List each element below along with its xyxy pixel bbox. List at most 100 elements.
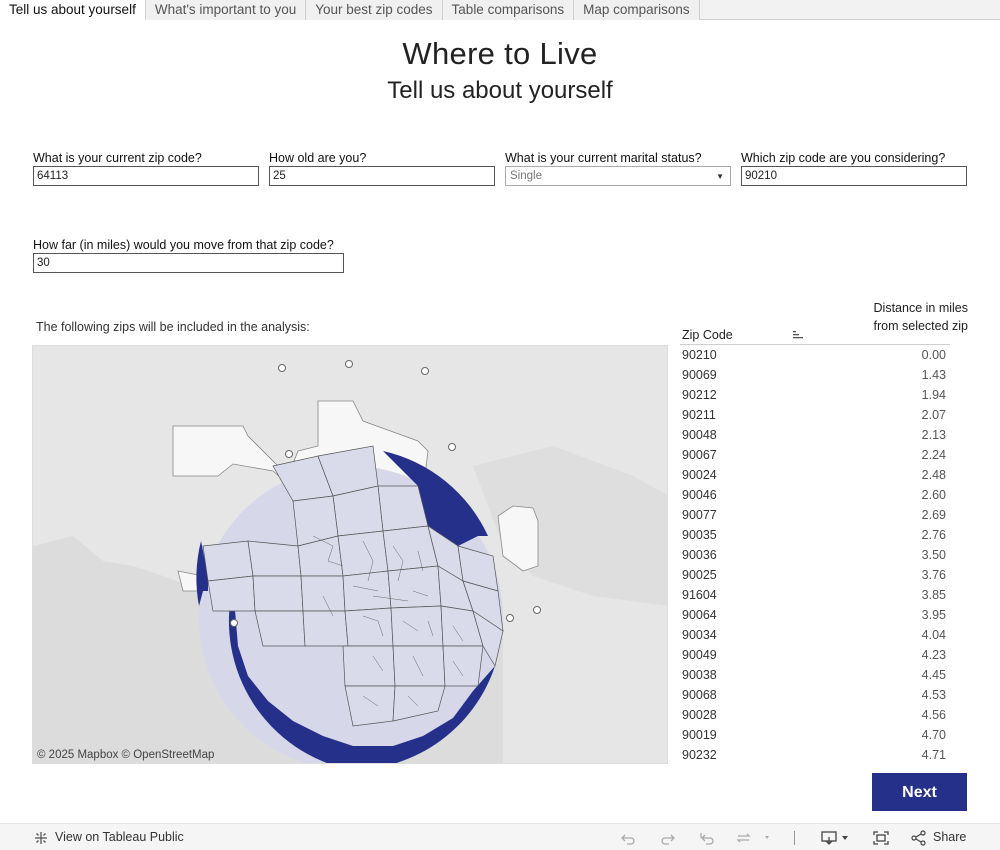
zip-cell: 90034 <box>682 628 717 642</box>
table-row[interactable]: 90069 1.43 <box>682 365 946 385</box>
undo-icon <box>621 834 635 845</box>
distance-header-line2: from selected zip <box>873 319 968 333</box>
considering-zip-input[interactable] <box>741 166 967 186</box>
marital-status-value: Single <box>510 170 542 182</box>
map-attribution: © 2025 Mapbox © OpenStreetMap <box>37 749 215 761</box>
table-row[interactable]: 90025 3.76 <box>682 565 946 585</box>
caret-down-icon: ▼ <box>716 172 724 181</box>
table-row[interactable]: 90049 4.23 <box>682 645 946 665</box>
distance-cell: 2.13 <box>921 428 946 442</box>
table-row[interactable]: 90211 2.07 <box>682 405 946 425</box>
view-on-tableau-label: View on Tableau Public <box>55 830 184 844</box>
zip-cell: 90028 <box>682 708 717 722</box>
table-row[interactable]: 90067 2.24 <box>682 445 946 465</box>
redo-button[interactable] <box>660 824 676 850</box>
distance-cell: 4.71 <box>921 748 946 762</box>
current-zip-label: What is your current zip code? <box>33 151 202 165</box>
zip-cell: 90038 <box>682 668 717 682</box>
tableau-logo-icon <box>35 831 47 844</box>
zip-cell: 90049 <box>682 648 717 662</box>
zip-cell: 90036 <box>682 548 717 562</box>
table-row[interactable]: 90068 4.53 <box>682 685 946 705</box>
zip-cell: 90064 <box>682 608 717 622</box>
download-button[interactable] <box>820 824 852 850</box>
fullscreen-button[interactable] <box>872 824 890 850</box>
zip-map[interactable]: © 2025 Mapbox © OpenStreetMap <box>32 345 668 764</box>
terrain-shade <box>473 446 667 606</box>
sort-icon[interactable] <box>792 329 804 341</box>
revert-button[interactable] <box>699 824 715 850</box>
analysis-note: The following zips will be included in t… <box>36 320 310 334</box>
table-row[interactable]: 90232 4.71 <box>682 745 946 765</box>
distance-input[interactable] <box>33 253 344 273</box>
table-row[interactable]: 90038 4.45 <box>682 665 946 685</box>
distance-cell: 4.56 <box>921 708 946 722</box>
fullscreen-icon <box>873 830 889 845</box>
zip-cell: 90212 <box>682 388 717 402</box>
next-button[interactable]: Next <box>872 773 967 811</box>
distance-param: How far (in miles) would you move from t… <box>33 238 344 273</box>
zip-cell: 90069 <box>682 368 717 382</box>
distance-cell: 3.95 <box>921 608 946 622</box>
map-points <box>230 360 541 627</box>
undo-button[interactable] <box>620 824 636 850</box>
zip-polygons <box>202 445 504 727</box>
page-subtitle: Tell us about yourself <box>387 77 613 104</box>
zip-grid-detail <box>312 535 464 707</box>
distance-cell: 2.07 <box>921 408 946 422</box>
table-row[interactable]: 90077 2.69 <box>682 505 946 525</box>
distance-cell: 2.24 <box>921 448 946 462</box>
view-on-tableau-link[interactable]: View on Tableau Public <box>33 824 184 850</box>
zip-cell: 91604 <box>682 588 717 602</box>
table-row[interactable]: 90046 2.60 <box>682 485 946 505</box>
table-row[interactable]: 90048 2.13 <box>682 425 946 445</box>
distance-cell: 1.94 <box>921 388 946 402</box>
considering-zip-param: Which zip code are you considering? <box>741 151 967 186</box>
table-row[interactable]: 90064 3.95 <box>682 605 946 625</box>
tab-tell-us-about-yourself[interactable]: Tell us about yourself <box>0 0 146 20</box>
share-button[interactable]: Share <box>910 824 966 850</box>
table-row[interactable]: 90034 4.04 <box>682 625 946 645</box>
age-input[interactable] <box>269 166 495 186</box>
distance-cell: 4.23 <box>921 648 946 662</box>
zip-cell: 90067 <box>682 448 717 462</box>
current-zip-input[interactable] <box>33 166 259 186</box>
table-row[interactable]: 91604 3.85 <box>682 585 946 605</box>
dashboard-tab-bar: Tell us about yourself What's important … <box>0 0 1000 20</box>
table-row[interactable]: 90028 4.56 <box>682 705 946 725</box>
radius-circle-north <box>383 451 488 546</box>
considering-zip-label: Which zip code are you considering? <box>741 151 946 165</box>
distance-cell: 4.45 <box>921 668 946 682</box>
redo-icon <box>661 834 675 845</box>
zip-cell: 90068 <box>682 688 717 702</box>
tab-whats-important[interactable]: What's important to you <box>145 0 307 20</box>
ocean-area <box>33 536 503 763</box>
distance-cell: 2.60 <box>921 488 946 502</box>
zip-cell: 90046 <box>682 488 717 502</box>
table-row[interactable]: 90035 2.76 <box>682 525 946 545</box>
distance-label: How far (in miles) would you move from t… <box>33 238 334 252</box>
zip-cell: 90025 <box>682 568 717 582</box>
table-row[interactable]: 90212 1.94 <box>682 385 946 405</box>
zip-cell: 90211 <box>682 408 716 422</box>
refresh-icon <box>736 833 769 842</box>
distance-cell: 4.70 <box>921 728 946 742</box>
table-divider <box>680 344 950 345</box>
zip-cell: 90232 <box>682 748 717 762</box>
marital-status-param: What is your current marital status? Sin… <box>505 151 731 186</box>
share-icon <box>911 829 926 846</box>
table-row[interactable]: 90024 2.48 <box>682 465 946 485</box>
table-row[interactable]: 90019 4.70 <box>682 725 946 745</box>
page-title: Where to Live <box>402 36 598 71</box>
tab-table-comparisons[interactable]: Table comparisons <box>442 0 575 20</box>
refresh-button[interactable] <box>735 824 771 850</box>
table-row[interactable]: 90210 0.00 <box>682 345 946 365</box>
marital-status-dropdown[interactable]: Single ▼ <box>505 166 731 186</box>
distance-cell: 3.50 <box>921 548 946 562</box>
tab-map-comparisons[interactable]: Map comparisons <box>574 0 700 20</box>
zip-cell: 90077 <box>682 508 717 522</box>
distance-cell: 2.69 <box>921 508 946 522</box>
table-row[interactable]: 90036 3.50 <box>682 545 946 565</box>
tab-best-zip-codes[interactable]: Your best zip codes <box>306 0 443 20</box>
distance-cell: 2.48 <box>921 468 946 482</box>
